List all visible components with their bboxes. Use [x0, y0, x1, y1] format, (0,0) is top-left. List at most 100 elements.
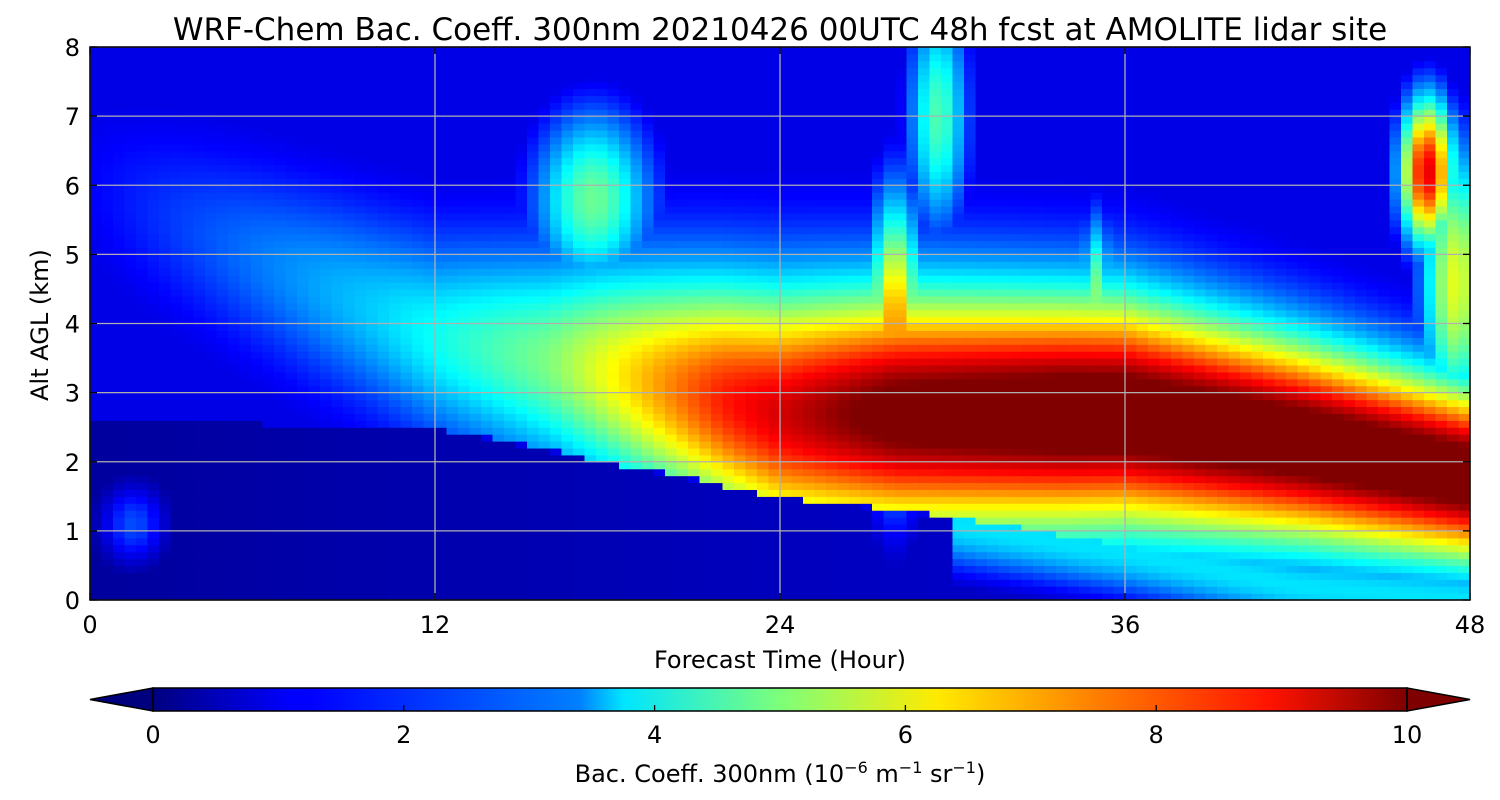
heatmap-cell: [446, 503, 459, 511]
heatmap-cell: [550, 510, 563, 518]
heatmap-cell: [343, 371, 356, 380]
heatmap-cell: [745, 178, 758, 186]
heatmap-cell: [377, 461, 390, 470]
heatmap-cell: [665, 254, 678, 262]
heatmap-cell: [170, 441, 183, 449]
heatmap-cell: [239, 205, 252, 214]
heatmap-cell: [170, 212, 183, 221]
heatmap-cell: [722, 351, 735, 359]
heatmap-cell: [113, 565, 126, 573]
heatmap-cell: [584, 129, 597, 138]
heatmap-cell: [607, 74, 620, 83]
heatmap-cell: [193, 420, 206, 428]
heatmap-cell: [642, 434, 655, 442]
heatmap-cell: [550, 88, 563, 96]
heatmap-cell: [527, 351, 540, 359]
heatmap-cell: [504, 316, 517, 325]
heatmap-cell: [492, 572, 505, 580]
heatmap-cell: [170, 199, 183, 207]
heatmap-cell: [768, 530, 781, 539]
heatmap-cell: [159, 261, 172, 269]
heatmap-cell: [285, 247, 298, 255]
heatmap-cell: [159, 475, 172, 484]
heatmap-cell: [642, 74, 655, 83]
heatmap-cell: [377, 254, 390, 262]
heatmap-cell: [274, 53, 287, 62]
heatmap-cell: [665, 268, 678, 276]
heatmap-cell: [354, 247, 367, 255]
heatmap-cell: [101, 129, 114, 138]
heatmap-cell: [124, 544, 137, 553]
heatmap-cell: [469, 530, 482, 539]
heatmap-cell: [504, 558, 517, 567]
heatmap-cell: [354, 420, 367, 428]
heatmap-cell: [136, 212, 149, 221]
heatmap-cell: [607, 275, 620, 283]
heatmap-cell: [515, 468, 528, 477]
heatmap-cell: [228, 544, 241, 553]
heatmap-cell: [251, 199, 264, 207]
heatmap-cell: [366, 247, 379, 255]
heatmap-cell: [458, 240, 471, 249]
heatmap-cell: [297, 420, 310, 428]
heatmap-cell: [561, 268, 574, 276]
heatmap-cell: [101, 565, 114, 573]
heatmap-cell: [423, 123, 436, 131]
heatmap-cell: [400, 378, 413, 387]
heatmap-cell: [90, 420, 103, 428]
heatmap-cell: [481, 468, 494, 477]
heatmap-cell: [124, 192, 137, 200]
heatmap-cell: [734, 275, 747, 283]
heatmap-cell: [676, 371, 689, 380]
heatmap-cell: [377, 468, 390, 477]
heatmap-cell: [308, 268, 321, 276]
heatmap-cell: [780, 503, 793, 511]
heatmap-cell: [538, 199, 551, 207]
heatmap-cell: [331, 212, 344, 221]
heatmap-cell: [331, 185, 344, 193]
heatmap-cell: [412, 295, 425, 304]
heatmap-cell: [400, 447, 413, 456]
heatmap-cell: [113, 81, 126, 90]
heatmap-cell: [791, 205, 804, 214]
heatmap-cell: [630, 530, 643, 539]
heatmap-cell: [722, 413, 735, 421]
heatmap-cell: [101, 503, 114, 511]
heatmap-cell: [458, 282, 471, 290]
heatmap-cell: [688, 192, 701, 200]
heatmap-cell: [412, 288, 425, 297]
heatmap-cell: [124, 157, 137, 166]
heatmap-cell: [446, 261, 459, 269]
heatmap-cell: [228, 579, 241, 587]
heatmap-cell: [285, 282, 298, 290]
heatmap-cell: [182, 95, 195, 103]
heatmap-cell: [354, 302, 367, 311]
heatmap-cell: [584, 205, 597, 214]
heatmap-cell: [607, 116, 620, 124]
heatmap-cell: [228, 593, 241, 600]
heatmap-cell: [331, 475, 344, 484]
heatmap-cell: [170, 530, 183, 539]
heatmap-cell: [113, 47, 126, 55]
heatmap-cell: [688, 510, 701, 518]
heatmap-cell: [504, 565, 517, 573]
heatmap-cell: [251, 378, 264, 387]
heatmap-cell: [170, 337, 183, 345]
heatmap-cell: [101, 378, 114, 387]
heatmap-cell: [584, 489, 597, 497]
heatmap-cell: [251, 302, 264, 311]
heatmap-cell: [722, 510, 735, 518]
heatmap-cell: [722, 537, 735, 546]
heatmap-cell: [435, 254, 448, 262]
heatmap-cell: [354, 233, 367, 242]
heatmap-cell: [389, 510, 402, 518]
heatmap-cell: [642, 143, 655, 152]
heatmap-cell: [481, 427, 494, 435]
heatmap-cell: [400, 399, 413, 408]
heatmap-cell: [561, 510, 574, 518]
heatmap-cell: [596, 171, 609, 179]
heatmap-cell: [642, 364, 655, 373]
heatmap-cell: [113, 67, 126, 76]
heatmap-cell: [722, 192, 735, 200]
heatmap-cell: [308, 461, 321, 470]
